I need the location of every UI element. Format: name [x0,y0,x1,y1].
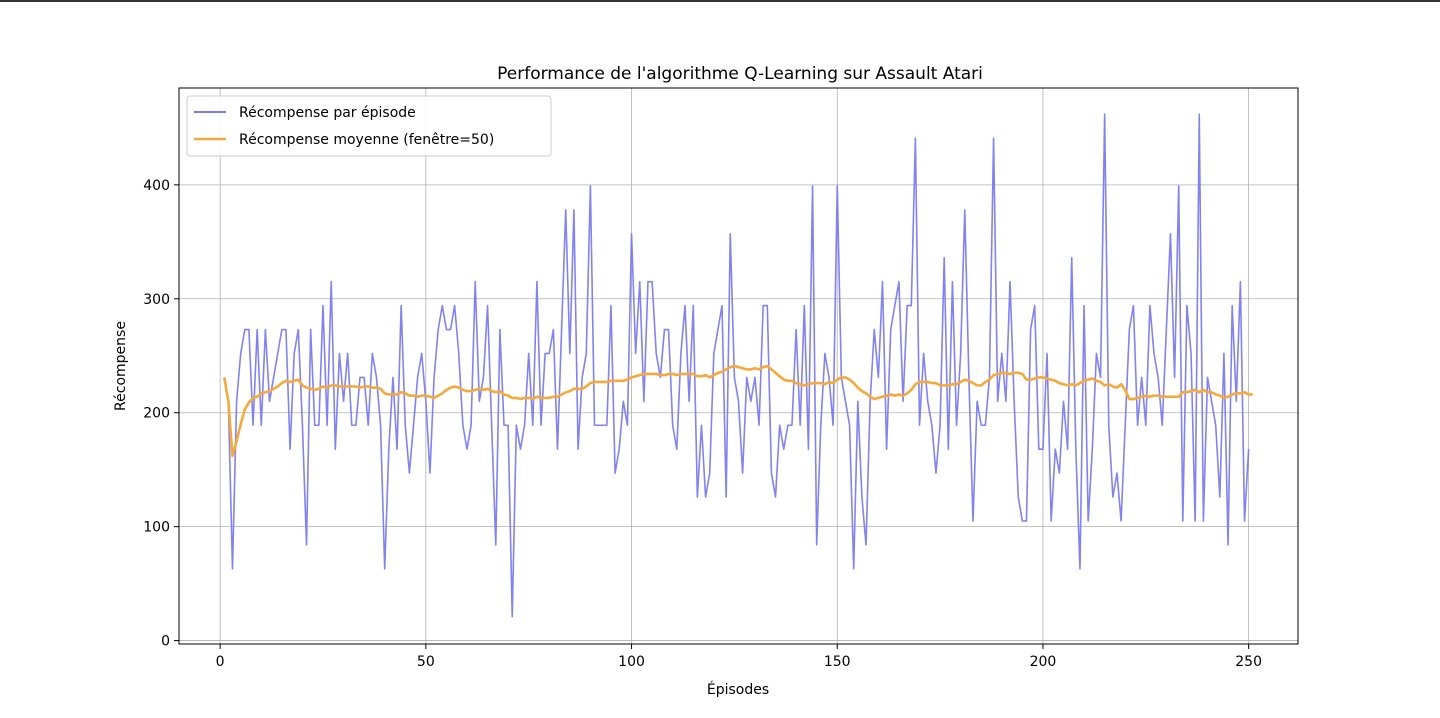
y-tick-label: 300 [143,292,170,308]
x-tick-label: 0 [216,654,225,670]
y-axis-label: Récompense [113,321,129,411]
legend-box [186,95,552,157]
chart-title: Performance de l'algorithme Q-Learning s… [497,64,983,84]
series-lines [222,113,1253,618]
y-tick-label: 400 [143,178,170,194]
x-tick-label: 200 [1030,654,1057,670]
legend-label-reward: Récompense par épisode [239,105,416,121]
x-tick-label: 50 [417,654,435,670]
y-tick-label: 100 [143,520,170,536]
x-tick-label: 150 [824,654,851,670]
legend-label-average: Récompense moyenne (fenêtre=50) [239,132,494,148]
legend: Récompense par épisode Récompense moyenn… [186,95,552,157]
x-tick-label: 100 [618,654,645,670]
window-top-rule [0,0,1440,2]
axis-ticks: 0 50 100 150 200 250 0 100 200 300 400 [143,178,1262,670]
reward-per-episode-line [223,113,1250,618]
moving-average-line [222,364,1253,458]
y-tick-label: 0 [161,634,170,650]
x-axis-label: Épisodes [707,681,769,698]
plot-area-frame [178,87,1299,645]
x-tick-label: 250 [1235,654,1262,670]
y-tick-label: 200 [143,406,170,422]
